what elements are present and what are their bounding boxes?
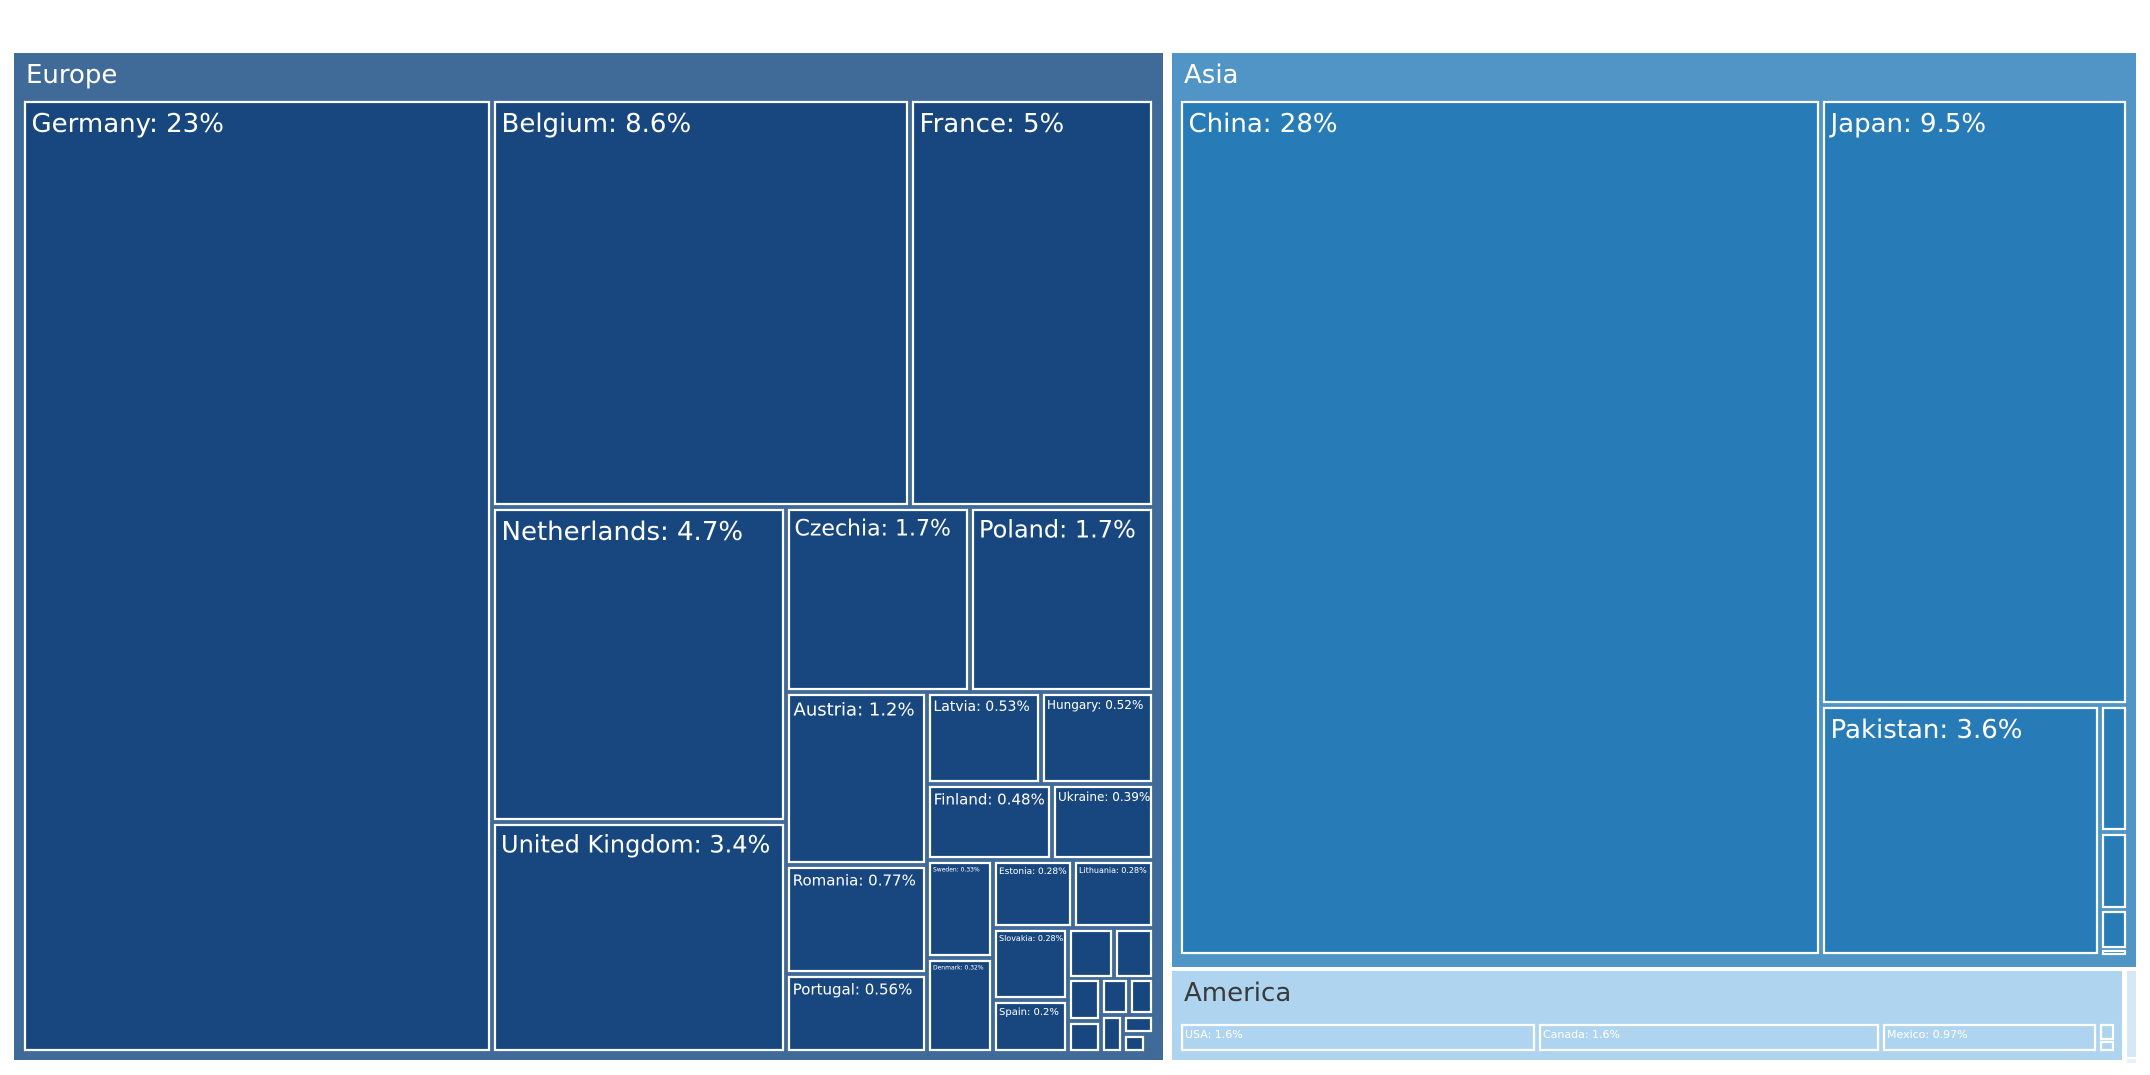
treemap-label-lithuania: Lithuania: 0.28%: [1079, 866, 1147, 875]
treemap-label-estonia: Estonia: 0.28%: [999, 867, 1067, 877]
treemap-cell-austria: [787, 693, 926, 864]
treemap-cell-hungary: [1042, 693, 1153, 783]
treemap-cell-asia-small-6: [2101, 949, 2127, 956]
treemap-cell-lithuania: [1074, 861, 1153, 927]
treemap-cell-netherlands: [493, 508, 785, 821]
treemap-label-finland: Finland: 0.48%: [934, 790, 1045, 808]
treemap-label-slovakia: Slovakia: 0.28%: [999, 934, 1064, 943]
treemap-cell-finland: [928, 785, 1051, 859]
treemap-cell-europe-small-27: [1124, 1016, 1153, 1033]
treemap-cell-usa: [1180, 1023, 1536, 1052]
treemap-cell-belgium: [493, 100, 909, 506]
treemap-cell-united-kingdom: [493, 823, 785, 1052]
treemap-cell-japan: [1822, 100, 2127, 704]
treemap-label-portugal: Portugal: 0.56%: [793, 980, 913, 998]
treemap-label-poland: Poland: 1.7%: [979, 516, 1136, 544]
treemap-cell-czechia: [787, 508, 969, 691]
treemap-cell-sweden: [928, 861, 992, 957]
treemap-label-canada: Canada: 1.6%: [1543, 1028, 1620, 1041]
treemap-label-czechia: Czechia: 1.7%: [795, 516, 951, 541]
treemap-cell-europe-small-28: [1124, 1035, 1145, 1052]
treemap-cell-asia-small-4: [2101, 833, 2127, 909]
treemap-label-pakistan: Pakistan: 3.6%: [1831, 715, 2023, 745]
treemap-cell-latvia: [928, 693, 1040, 783]
treemap-label-sweden: Sweden: 0.33%: [933, 866, 980, 873]
treemap-cell-estonia: [994, 861, 1072, 927]
treemap-label-china: China: 28%: [1189, 109, 1338, 139]
treemap-cell-america-small-3: [2099, 1023, 2115, 1041]
treemap-label-france: France: 5%: [920, 109, 1065, 139]
region-title-america: America: [1184, 978, 1291, 1008]
treemap-cell-europe-small-22: [1069, 979, 1100, 1020]
treemap-cell-europe-small-24: [1130, 979, 1153, 1014]
treemap-cell-europe-small-26: [1102, 1016, 1122, 1052]
treemap-label-romania: Romania: 0.77%: [793, 871, 916, 889]
treemap-label-austria: Austria: 1.2%: [794, 700, 915, 721]
treemap-cell-ukraine: [1053, 785, 1153, 859]
treemap-label-united-kingdom: United Kingdom: 3.4%: [501, 831, 770, 859]
treemap-cell-spain: [994, 1001, 1067, 1052]
treemap-cell-germany: [23, 100, 491, 1052]
treemap-cell-europe-small-23: [1102, 979, 1128, 1014]
treemap-cell-portugal: [787, 975, 926, 1052]
treemap-cell-slovakia: [994, 929, 1067, 999]
treemap-cell-europe-small-20: [1069, 929, 1113, 978]
treemap-label-japan: Japan: 9.5%: [1829, 109, 1987, 139]
treemap-label-hungary: Hungary: 0.52%: [1047, 698, 1143, 712]
region-title-europe: Europe: [26, 60, 117, 90]
treemap-label-denmark: Denmark: 0.32%: [933, 964, 984, 971]
region-group-4: [2127, 1059, 2136, 1063]
treemap-cell-denmark: [928, 959, 992, 1052]
treemap-label-mexico: Mexico: 0.97%: [1887, 1028, 1968, 1041]
treemap-label-netherlands: Netherlands: 4.7%: [502, 517, 744, 547]
treemap-label-latvia: Latvia: 0.53%: [934, 699, 1030, 715]
treemap-cell-pakistan: [1822, 706, 2099, 955]
treemap-label-germany: Germany: 23%: [32, 109, 224, 139]
treemap-cell-asia-small-3: [2101, 706, 2127, 831]
treemap-cell-asia-small-5: [2101, 910, 2127, 949]
treemap-cell-romania: [787, 866, 926, 973]
region-title-asia: Asia: [1184, 60, 1239, 90]
treemap-cell-america-small-4: [2099, 1040, 2115, 1052]
treemap-label-usa: USA: 1.6%: [1185, 1028, 1243, 1041]
treemap-label-belgium: Belgium: 8.6%: [502, 109, 692, 139]
treemap-cell-europe-small-25: [1069, 1022, 1100, 1052]
region-group-3: [2127, 971, 2136, 1057]
treemap-label-ukraine: Ukraine: 0.39%: [1058, 790, 1150, 804]
treemap-cell-mexico: [1882, 1023, 2097, 1052]
treemap-cell-china: [1180, 100, 1820, 955]
treemap-cell-europe-small-21: [1115, 929, 1153, 978]
treemap-cell-france: [911, 100, 1153, 506]
treemap-cell-canada: [1538, 1023, 1880, 1052]
treemap-label-spain: Spain: 0.2%: [999, 1007, 1059, 1018]
treemap-cell-poland: [971, 508, 1153, 691]
